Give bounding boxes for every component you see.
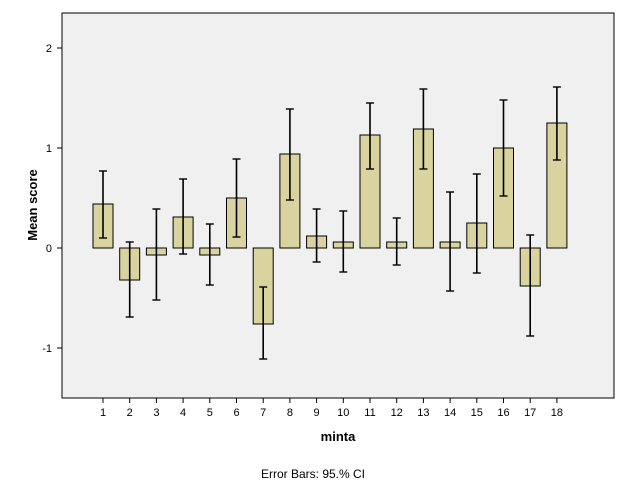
y-tick-label: 2	[46, 43, 52, 55]
x-ticks-layer: 1 2 3 4 5 6 7 8 9 10 11 12 13 14 15 16 17 18	[100, 398, 563, 419]
x-tick-label: 15	[471, 407, 483, 419]
x-tick-label: 1	[100, 407, 106, 419]
error-bar-14	[446, 191, 455, 292]
error-bar-5	[205, 223, 214, 286]
error-bar-13	[419, 88, 428, 170]
x-tick-label: 2	[127, 407, 133, 419]
error-bar-18	[552, 86, 561, 161]
x-tick-label: 9	[314, 407, 320, 419]
error-bar-6	[232, 158, 241, 238]
y-tick-label: 0	[46, 243, 52, 255]
x-tick-label: 14	[444, 407, 456, 419]
x-tick-label: 17	[524, 407, 536, 419]
x-axis-title: minta	[321, 429, 356, 444]
x-tick-label: 18	[551, 407, 563, 419]
error-bar-1	[99, 170, 107, 239]
x-tick-label: 3	[153, 407, 159, 419]
error-bar-9	[312, 208, 321, 263]
x-tick-label: 11	[364, 407, 375, 419]
y-ticks-layer: -1 0 1 2	[42, 43, 62, 355]
error-bar-2	[125, 241, 134, 318]
error-bar-8	[285, 108, 294, 201]
error-bar-4	[179, 178, 188, 255]
error-bar-11	[366, 102, 374, 170]
x-tick-label: 8	[287, 407, 293, 419]
error-bars-footnote: Error Bars: 95.% CI	[261, 467, 365, 481]
y-tick-label: -1	[42, 343, 52, 355]
error-bar-3	[152, 208, 161, 301]
x-tick-label: 16	[497, 407, 509, 419]
x-tick-label: 6	[233, 407, 239, 419]
error-bar-16	[499, 99, 508, 197]
error-bar-15	[472, 173, 481, 274]
x-tick-label: 10	[337, 407, 349, 419]
x-tick-label: 7	[260, 407, 266, 419]
error-bars-layer	[99, 86, 561, 360]
error-bar-12	[392, 217, 401, 266]
x-tick-label: 13	[417, 407, 429, 419]
y-axis-title: Mean score	[25, 169, 40, 241]
x-tick-label: 4	[180, 407, 186, 419]
y-tick-label: 1	[46, 143, 52, 155]
error-bar-10	[339, 210, 348, 273]
x-tick-label: 5	[207, 407, 213, 419]
plot-area	[61, 12, 615, 399]
error-bar-7	[259, 286, 268, 360]
error-bar-17	[526, 234, 535, 337]
x-tick-label: 12	[391, 407, 403, 419]
